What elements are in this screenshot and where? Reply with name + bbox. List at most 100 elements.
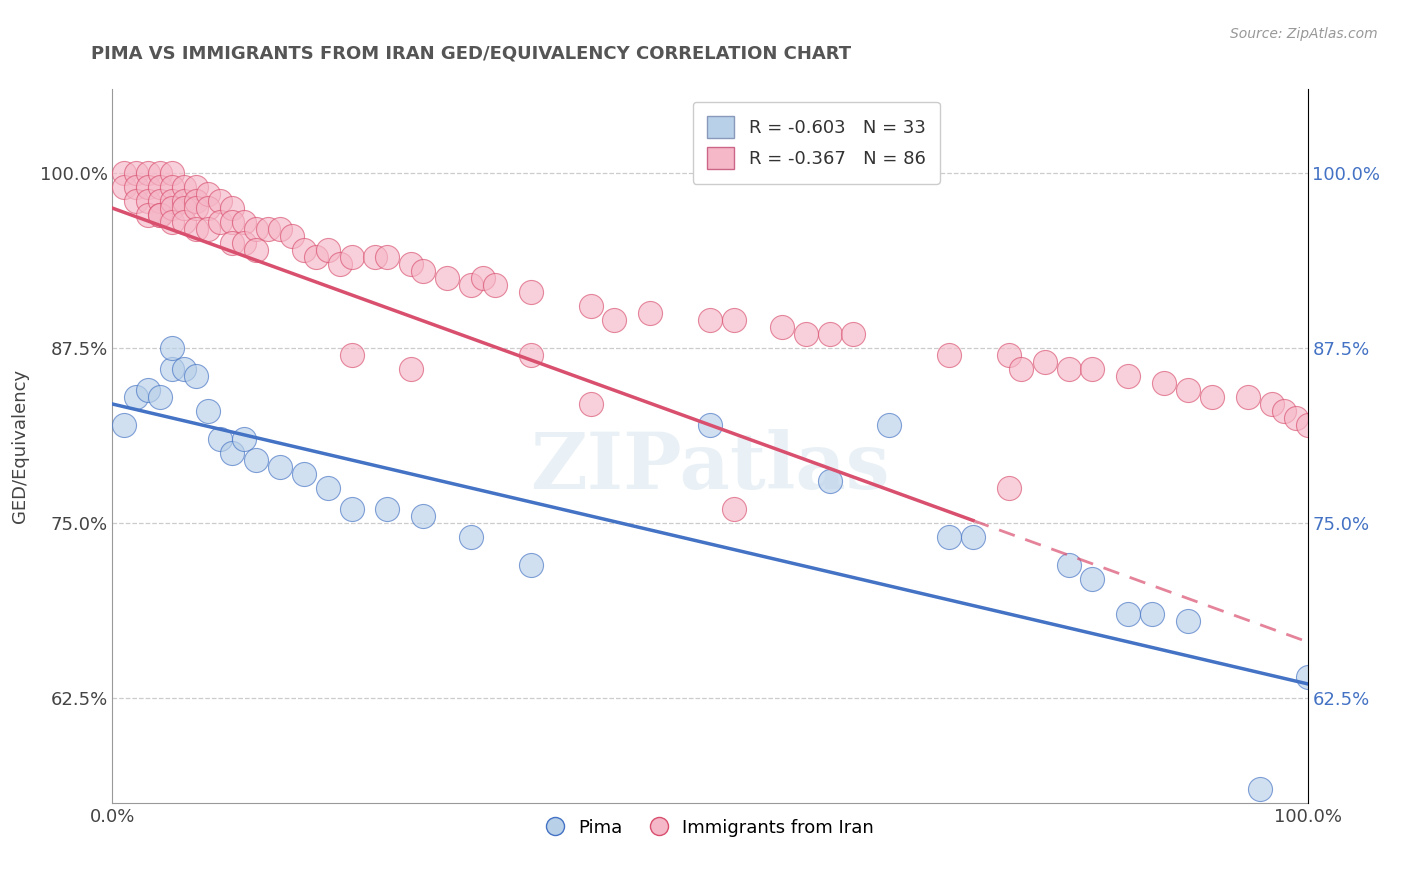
Point: [484, 278, 506, 293]
Point: [162, 341, 183, 355]
Point: [879, 417, 901, 432]
Point: [114, 166, 135, 180]
Point: [125, 180, 148, 194]
Point: [245, 222, 267, 236]
Point: [209, 194, 232, 208]
Point: [162, 180, 183, 194]
Point: [377, 250, 399, 264]
Point: [149, 208, 172, 222]
Point: [197, 404, 219, 418]
Point: [269, 460, 291, 475]
Point: [162, 194, 183, 208]
Point: [209, 432, 232, 446]
Point: [1081, 572, 1104, 586]
Point: [221, 201, 243, 215]
Point: [125, 166, 148, 180]
Point: [1153, 376, 1175, 390]
Point: [1057, 362, 1080, 376]
Point: [233, 432, 256, 446]
Point: [1177, 383, 1199, 397]
Point: [640, 306, 662, 320]
Point: [138, 208, 160, 222]
Point: [340, 502, 363, 516]
Point: [1261, 397, 1284, 411]
Point: [292, 467, 315, 481]
Point: [292, 243, 315, 257]
Point: [1057, 558, 1080, 572]
Y-axis label: GED/Equivalency: GED/Equivalency: [10, 369, 28, 523]
Point: [520, 348, 543, 362]
Point: [245, 453, 267, 467]
Point: [114, 417, 135, 432]
Point: [377, 502, 399, 516]
Point: [186, 194, 208, 208]
Point: [340, 348, 363, 362]
Point: [699, 417, 721, 432]
Point: [938, 530, 960, 544]
Point: [998, 481, 1021, 495]
Point: [197, 222, 219, 236]
Point: [1285, 411, 1308, 425]
Point: [149, 180, 172, 194]
Point: [436, 271, 458, 285]
Point: [842, 327, 865, 342]
Point: [305, 250, 328, 264]
Point: [245, 243, 267, 257]
Point: [173, 180, 195, 194]
Point: [1177, 614, 1199, 628]
Point: [149, 194, 172, 208]
Point: [401, 257, 423, 271]
Point: [412, 508, 434, 523]
Point: [401, 362, 423, 376]
Point: [162, 166, 183, 180]
Point: [520, 558, 543, 572]
Text: ZIPatlas: ZIPatlas: [530, 429, 890, 506]
Point: [281, 229, 304, 244]
Point: [257, 222, 280, 236]
Legend: Pima, Immigrants from Iran: Pima, Immigrants from Iran: [538, 812, 882, 844]
Text: Source: ZipAtlas.com: Source: ZipAtlas.com: [1230, 27, 1378, 41]
Point: [1118, 607, 1140, 621]
Point: [460, 530, 482, 544]
Point: [197, 201, 219, 215]
Point: [149, 390, 172, 404]
Point: [125, 390, 148, 404]
Point: [1296, 670, 1319, 684]
Text: PIMA VS IMMIGRANTS FROM IRAN GED/EQUIVALENCY CORRELATION CHART: PIMA VS IMMIGRANTS FROM IRAN GED/EQUIVAL…: [91, 45, 852, 62]
Point: [186, 201, 208, 215]
Point: [364, 250, 387, 264]
Point: [316, 481, 339, 495]
Point: [186, 222, 208, 236]
Point: [460, 278, 482, 293]
Point: [138, 383, 160, 397]
Point: [794, 327, 817, 342]
Point: [770, 320, 793, 334]
Point: [269, 222, 291, 236]
Point: [818, 327, 841, 342]
Point: [173, 215, 195, 229]
Point: [818, 474, 841, 488]
Point: [340, 250, 363, 264]
Point: [209, 215, 232, 229]
Point: [138, 166, 160, 180]
Point: [162, 201, 183, 215]
Point: [186, 369, 208, 384]
Point: [316, 243, 339, 257]
Point: [1272, 404, 1295, 418]
Point: [938, 348, 960, 362]
Point: [699, 313, 721, 327]
Point: [723, 502, 745, 516]
Point: [579, 397, 602, 411]
Point: [1033, 355, 1056, 369]
Point: [149, 208, 172, 222]
Point: [221, 446, 243, 460]
Point: [723, 313, 745, 327]
Point: [221, 236, 243, 251]
Point: [962, 530, 984, 544]
Point: [114, 180, 135, 194]
Point: [412, 264, 434, 278]
Point: [1296, 417, 1319, 432]
Point: [173, 194, 195, 208]
Point: [1118, 369, 1140, 384]
Point: [125, 194, 148, 208]
